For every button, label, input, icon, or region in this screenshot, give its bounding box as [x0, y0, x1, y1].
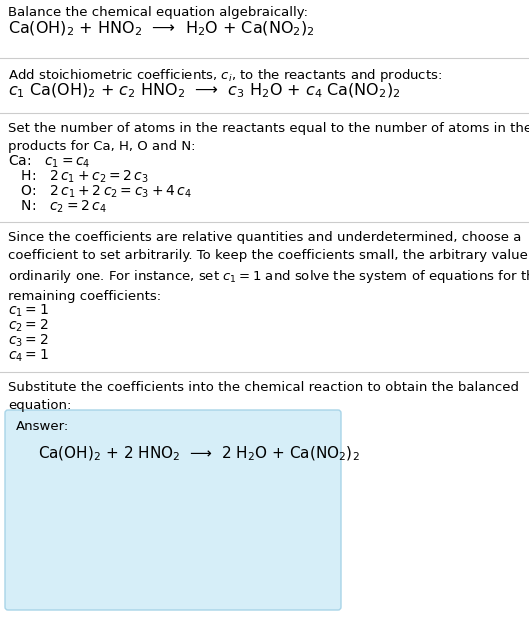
Text: Set the number of atoms in the reactants equal to the number of atoms in the
pro: Set the number of atoms in the reactants…: [8, 122, 529, 153]
Text: Ca:   $c_1 = c_4$: Ca: $c_1 = c_4$: [8, 154, 90, 171]
Text: $c_4 = 1$: $c_4 = 1$: [8, 348, 49, 364]
Text: Since the coefficients are relative quantities and underdetermined, choose a
coe: Since the coefficients are relative quan…: [8, 231, 529, 303]
Text: Balance the chemical equation algebraically:: Balance the chemical equation algebraica…: [8, 6, 308, 19]
Text: $c_1 = 1$: $c_1 = 1$: [8, 303, 49, 319]
Text: H:   $2\,c_1 + c_2 = 2\,c_3$: H: $2\,c_1 + c_2 = 2\,c_3$: [12, 169, 149, 186]
Text: Add stoichiometric coefficients, $c_i$, to the reactants and products:: Add stoichiometric coefficients, $c_i$, …: [8, 67, 442, 84]
Text: $c_2 = 2$: $c_2 = 2$: [8, 318, 49, 334]
FancyBboxPatch shape: [5, 410, 341, 610]
Text: Ca(OH)$_2$ + HNO$_2$  ⟶  H$_2$O + Ca(NO$_2$)$_2$: Ca(OH)$_2$ + HNO$_2$ ⟶ H$_2$O + Ca(NO$_2…: [8, 20, 315, 38]
Text: N:   $c_2 = 2\,c_4$: N: $c_2 = 2\,c_4$: [12, 199, 107, 216]
Text: $c_1$ Ca(OH)$_2$ + $c_2$ HNO$_2$  ⟶  $c_3$ H$_2$O + $c_4$ Ca(NO$_2$)$_2$: $c_1$ Ca(OH)$_2$ + $c_2$ HNO$_2$ ⟶ $c_3$…: [8, 82, 400, 100]
Text: Ca(OH)$_2$ + 2 HNO$_2$  ⟶  2 H$_2$O + Ca(NO$_2$)$_2$: Ca(OH)$_2$ + 2 HNO$_2$ ⟶ 2 H$_2$O + Ca(N…: [38, 445, 360, 463]
Text: O:   $2\,c_1 + 2\,c_2 = c_3 + 4\,c_4$: O: $2\,c_1 + 2\,c_2 = c_3 + 4\,c_4$: [12, 184, 192, 201]
Text: Substitute the coefficients into the chemical reaction to obtain the balanced
eq: Substitute the coefficients into the che…: [8, 381, 519, 412]
Text: $c_3 = 2$: $c_3 = 2$: [8, 333, 49, 349]
Text: Answer:: Answer:: [16, 420, 69, 433]
